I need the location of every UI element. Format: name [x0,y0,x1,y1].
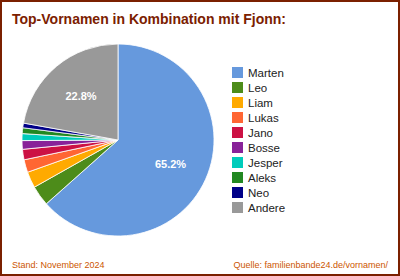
data-label: 22.8% [65,90,96,102]
legend-swatch [232,112,243,123]
legend-swatch [232,67,243,78]
legend: Marten Leo Liam Lukas Jano Bosse Jesper Aleks Ne… [232,67,285,214]
legend-swatch [232,187,243,198]
chart-container: Top-Vornamen in Kombination mit Fjonn: 65… [0,0,400,276]
legend-entry: Liam [248,97,273,109]
legend-entry: Neo [248,187,269,199]
legend-entry: Marten [248,67,284,79]
legend-entry: Leo [248,82,267,94]
legend-entry: Jano [248,127,273,139]
legend-entry: Andere [248,202,285,214]
legend-swatch [232,127,243,138]
legend-entry: Lukas [248,112,279,124]
title: Top-Vornamen in Kombination mit Fjonn: [12,11,286,27]
pie-slice [24,44,118,140]
pie-slice [22,140,118,149]
footer-left: Stand: November 2024 [12,260,105,270]
legend-swatch [232,157,243,168]
frame [1,1,399,275]
legend-entry: Jesper [248,157,283,169]
legend-entry: Bosse [248,142,280,154]
legend-swatch [232,97,243,108]
pie-labels: 65.2% 22.8% [65,90,186,170]
chart: Top-Vornamen in Kombination mit Fjonn: 65… [0,0,400,276]
footer-right: Quelle: familienbande24.de/vornamen/ [233,260,388,270]
pie-slice [22,140,118,160]
legend-swatch [232,82,243,93]
legend-swatch [232,172,243,183]
pie [22,44,214,236]
legend-swatch [232,202,243,213]
data-label: 65.2% [155,158,186,170]
legend-entry: Aleks [248,172,276,184]
legend-swatch [232,142,243,153]
